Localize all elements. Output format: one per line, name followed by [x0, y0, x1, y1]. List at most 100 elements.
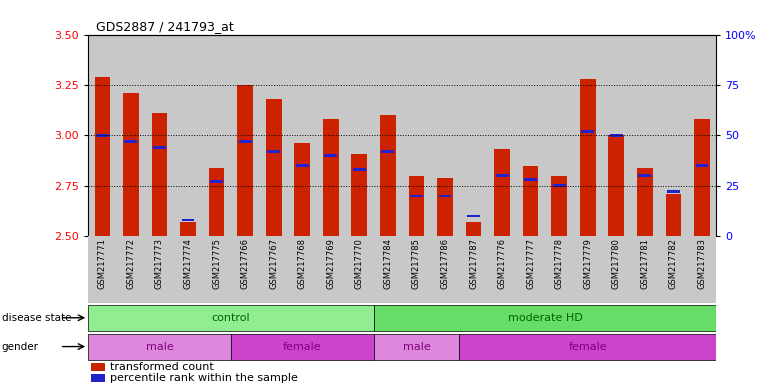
Bar	[202, 236, 231, 303]
Bar	[91, 363, 106, 371]
Text: GSM217778: GSM217778	[555, 238, 564, 289]
Bar	[516, 35, 545, 236]
Bar	[123, 93, 139, 236]
Bar	[574, 236, 602, 303]
Bar	[467, 215, 480, 217]
Text: GSM217769: GSM217769	[326, 238, 336, 289]
Bar	[402, 236, 430, 303]
Text: transformed count: transformed count	[110, 362, 214, 372]
Text: GSM217767: GSM217767	[269, 238, 278, 289]
Bar	[353, 168, 365, 171]
Text: GSM217785: GSM217785	[412, 238, 421, 289]
Bar	[688, 35, 716, 236]
Bar	[488, 236, 516, 303]
Bar	[260, 236, 288, 303]
Bar	[630, 35, 659, 236]
Bar	[146, 236, 174, 303]
Bar	[152, 113, 167, 236]
Bar	[602, 35, 630, 236]
Bar	[437, 178, 453, 236]
Text: GSM217771: GSM217771	[98, 238, 107, 289]
Text: GSM217781: GSM217781	[640, 238, 650, 289]
Bar	[494, 149, 510, 236]
Bar	[630, 236, 659, 303]
Bar	[637, 168, 653, 236]
Bar	[153, 146, 166, 149]
Bar	[402, 35, 430, 236]
Bar	[266, 99, 282, 236]
Bar	[116, 35, 146, 236]
Bar	[88, 35, 116, 236]
Text: gender: gender	[2, 341, 38, 352]
Text: GSM217772: GSM217772	[126, 238, 136, 289]
Bar	[430, 236, 460, 303]
Bar	[659, 236, 688, 303]
Bar	[552, 176, 567, 236]
Bar	[146, 35, 174, 236]
Text: GSM217784: GSM217784	[383, 238, 392, 289]
Text: control: control	[211, 313, 250, 323]
Bar	[116, 236, 146, 303]
Text: GSM217779: GSM217779	[583, 238, 592, 289]
Bar	[174, 236, 202, 303]
Bar	[296, 164, 309, 167]
Bar	[466, 222, 481, 236]
Text: GSM217766: GSM217766	[241, 238, 250, 289]
Bar	[638, 174, 651, 177]
Bar	[581, 130, 594, 132]
Bar	[294, 144, 310, 236]
Bar	[667, 190, 679, 193]
Bar	[374, 334, 460, 359]
Bar	[231, 334, 374, 359]
Bar	[460, 334, 716, 359]
Bar	[380, 115, 396, 236]
Bar	[267, 150, 280, 153]
Text: GSM217768: GSM217768	[298, 238, 306, 289]
Bar	[522, 166, 538, 236]
Text: GSM217770: GSM217770	[355, 238, 364, 289]
Bar	[524, 179, 537, 181]
Bar	[316, 35, 345, 236]
Bar	[288, 236, 316, 303]
Bar	[374, 236, 402, 303]
Bar	[460, 35, 488, 236]
Bar	[88, 236, 116, 303]
Bar	[608, 136, 624, 236]
Bar	[324, 154, 337, 157]
Bar	[352, 154, 367, 236]
Bar	[430, 35, 460, 236]
Bar	[439, 195, 451, 197]
Bar	[496, 174, 509, 177]
Text: GSM217780: GSM217780	[612, 238, 620, 289]
Bar	[696, 164, 709, 167]
Bar	[460, 236, 488, 303]
Bar	[602, 236, 630, 303]
Text: male: male	[146, 341, 173, 352]
Bar	[345, 35, 374, 236]
Bar	[694, 119, 710, 236]
Bar	[488, 35, 516, 236]
Text: GSM217783: GSM217783	[697, 238, 706, 289]
Text: GSM217776: GSM217776	[498, 238, 506, 289]
Bar	[237, 85, 253, 236]
Text: disease state: disease state	[2, 313, 71, 323]
Text: GSM217774: GSM217774	[184, 238, 192, 289]
Bar	[323, 119, 339, 236]
Text: GSM217773: GSM217773	[155, 238, 164, 289]
Bar	[659, 35, 688, 236]
Text: female: female	[283, 341, 322, 352]
Bar	[374, 305, 716, 331]
Text: percentile rank within the sample: percentile rank within the sample	[110, 372, 298, 382]
Bar	[231, 35, 260, 236]
Bar	[88, 334, 231, 359]
Bar	[516, 236, 545, 303]
Bar	[345, 236, 374, 303]
Text: GSM217786: GSM217786	[440, 238, 450, 289]
Bar	[239, 140, 251, 143]
Bar	[374, 35, 402, 236]
Bar	[91, 374, 106, 382]
Bar	[208, 168, 224, 236]
Bar	[381, 150, 394, 153]
Text: GSM217777: GSM217777	[526, 238, 535, 289]
Bar	[88, 305, 374, 331]
